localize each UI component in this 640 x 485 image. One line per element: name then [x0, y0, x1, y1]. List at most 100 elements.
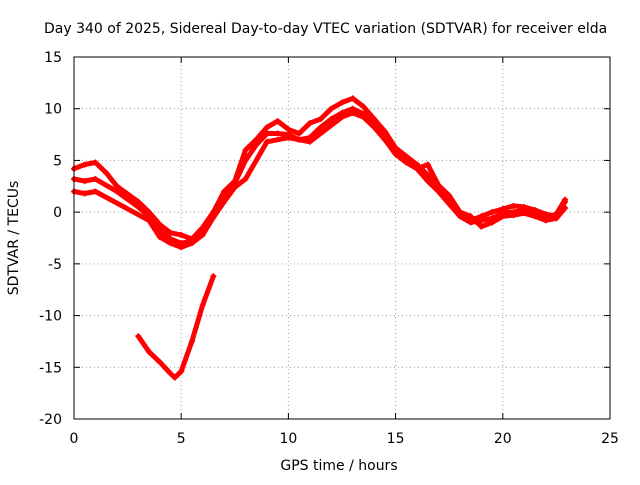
data-point [167, 240, 174, 247]
data-point [242, 147, 249, 154]
data-point [178, 244, 185, 251]
data-point [171, 374, 178, 381]
y-tick-label: -10 [39, 309, 62, 325]
data-point [92, 176, 99, 183]
data-point [478, 217, 485, 224]
data-point [92, 188, 99, 195]
data-point [188, 240, 195, 247]
data-point [349, 95, 356, 102]
x-tick-label: 20 [494, 431, 512, 447]
y-tick-label: 5 [53, 153, 62, 169]
data-point [478, 223, 485, 230]
data-point [167, 370, 174, 377]
data-point [424, 171, 431, 178]
data-point [317, 124, 324, 131]
data-point [81, 178, 88, 185]
data-point [263, 130, 270, 137]
data-point [531, 213, 538, 220]
data-point [167, 229, 174, 236]
data-point [317, 116, 324, 123]
y-axis-label: SDTVAR / TECUs [6, 181, 22, 296]
series-line [135, 273, 216, 381]
data-point [178, 231, 185, 238]
data-point [489, 219, 496, 226]
data-point [285, 134, 292, 141]
x-tick-label: 10 [279, 431, 297, 447]
data-point [561, 205, 568, 212]
data-point [414, 165, 421, 172]
data-series [71, 95, 568, 381]
data-point [553, 215, 560, 222]
data-point [328, 105, 335, 112]
data-point [561, 196, 568, 203]
y-tick-label: -20 [39, 412, 62, 428]
data-point [210, 214, 217, 221]
data-point [135, 198, 142, 205]
grid-lines [74, 57, 610, 419]
data-point [349, 109, 356, 116]
series-line [71, 110, 568, 250]
data-point [274, 130, 281, 137]
data-point [231, 184, 238, 191]
data-point [135, 203, 142, 210]
data-point [510, 202, 517, 209]
y-tick-label: -15 [39, 360, 62, 376]
data-point [274, 118, 281, 125]
data-point [263, 124, 270, 131]
data-point [199, 231, 206, 238]
data-point [146, 217, 153, 224]
data-point [424, 161, 431, 168]
data-point [521, 210, 528, 217]
data-point [263, 138, 270, 145]
data-point [467, 213, 474, 220]
data-point [467, 219, 474, 226]
data-point [360, 113, 367, 120]
data-point [253, 141, 260, 148]
x-tick-label: 15 [387, 431, 405, 447]
data-point [446, 200, 453, 207]
data-point [381, 136, 388, 143]
data-point [199, 302, 206, 309]
y-tick-label: -5 [48, 257, 62, 273]
series-track-b [71, 105, 568, 247]
data-point [113, 183, 120, 190]
data-point [135, 333, 142, 340]
data-point [456, 209, 463, 216]
x-tick-label: 0 [70, 431, 79, 447]
data-point [510, 212, 517, 219]
data-point [146, 348, 153, 355]
data-point [542, 217, 549, 224]
data-point [306, 138, 313, 145]
data-point [178, 368, 185, 375]
data-point [188, 338, 195, 345]
data-point [435, 182, 442, 189]
data-point [81, 190, 88, 197]
data-point [81, 161, 88, 168]
y-tick-label: 10 [44, 102, 62, 118]
data-point [221, 198, 228, 205]
data-point [285, 126, 292, 133]
series-line [71, 95, 568, 242]
data-point [499, 213, 506, 220]
plot-frame [73, 56, 611, 420]
data-point [489, 209, 496, 216]
data-point [339, 99, 345, 106]
data-point [424, 178, 431, 185]
plot-border [73, 56, 611, 420]
tick-labels: 0 5 10 15 20 25 -20 -15 -10 -5 0 5 10 15 [39, 50, 619, 447]
data-point [103, 169, 110, 176]
x-axis-label: GPS time / hours [280, 458, 397, 474]
data-point [210, 273, 217, 280]
series-track-c [71, 109, 568, 251]
data-point [242, 176, 249, 183]
data-point [392, 151, 399, 158]
y-tick-label: 15 [44, 50, 62, 66]
data-point [306, 120, 313, 127]
data-point [435, 188, 442, 195]
series-track-d [135, 273, 217, 381]
data-point [328, 116, 335, 123]
data-point [156, 359, 163, 366]
chart-title: Day 340 of 2025, Sidereal Day-to-day VTE… [44, 21, 607, 37]
